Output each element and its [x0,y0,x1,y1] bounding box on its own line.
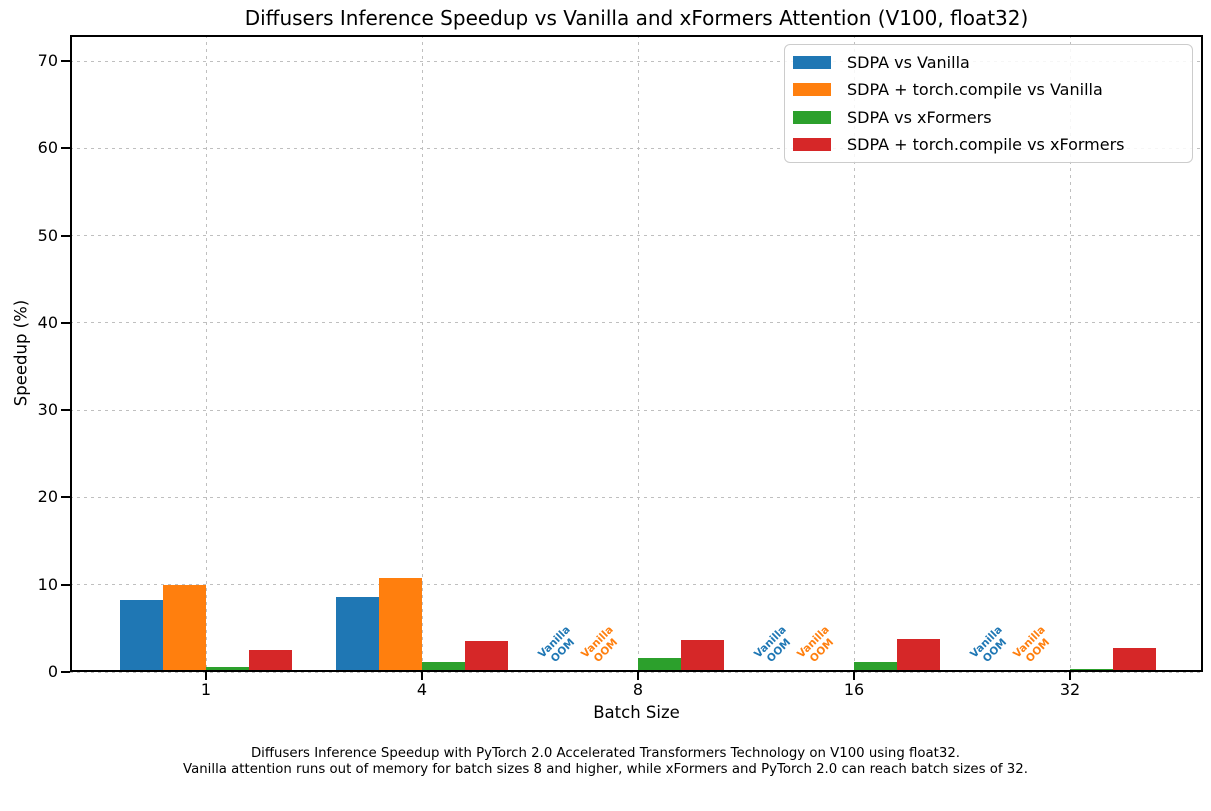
h-gridline [70,235,1203,237]
y-tick-label: 0 [47,662,58,681]
x-tick-label: 16 [843,680,865,699]
y-tick-mark [61,234,70,237]
legend-swatch [793,110,831,124]
y-tick-label: 10 [37,574,58,594]
h-gridline [70,671,1203,673]
v-gridline [637,35,639,672]
bar [638,658,681,672]
legend-item: SDPA + torch.compile vs Vanilla [793,80,1192,99]
y-tick-label: 60 [37,138,58,158]
y-tick-mark [61,671,70,673]
y-tick-mark [61,496,70,499]
bar [854,661,897,672]
y-tick-mark [61,409,70,412]
oom-annotation: Vanilla OOM [578,623,620,665]
x-axis-label: Batch Size [593,703,680,722]
bar [163,584,206,672]
oom-annotation: Vanilla OOM [1010,623,1052,665]
bar [681,639,724,672]
x-tick-mark [205,672,207,680]
legend-item: SDPA vs xFormers [793,108,1192,127]
legend: SDPA vs Vanilla SDPA + torch.compile vs V… [784,44,1193,163]
oom-annotation: Vanilla OOM [967,623,1009,665]
legend-swatch [793,56,831,70]
bar [1070,669,1113,672]
x-tick-label: 4 [416,680,428,699]
legend-swatch [793,137,831,151]
legend-label: SDPA vs xFormers [847,107,992,127]
bar [1113,648,1156,672]
v-gridline [853,35,855,672]
bar [206,666,249,672]
bar [422,662,465,672]
legend-item: SDPA + torch.compile vs xFormers [793,135,1192,154]
legend-label: SDPA vs Vanilla [847,53,970,73]
legend-label: SDPA + torch.compile vs xFormers [847,134,1125,154]
x-tick-label: 8 [632,680,644,699]
oom-annotation: Vanilla OOM [535,623,577,665]
chart-title: Diffusers Inference Speedup vs Vanilla a… [244,6,1029,30]
oom-annotation: Vanilla OOM [794,623,836,665]
y-tick-mark [61,147,70,150]
h-gridline [70,584,1203,586]
bar [379,577,422,672]
y-tick-label: 30 [37,400,58,420]
y-tick-label: 20 [37,487,58,507]
caption-line-1: Diffusers Inference Speedup with PyTorch… [250,746,961,761]
y-tick-mark [61,321,70,324]
caption-line-2: Vanilla attention runs out of memory for… [183,761,1028,777]
bar [249,650,292,672]
oom-annotation: Vanilla OOM [751,623,793,665]
v-gridline [421,35,423,672]
h-gridline [70,409,1203,411]
h-gridline [70,496,1203,498]
x-tick-label: 1 [200,680,212,699]
legend-label: SDPA + torch.compile vs Vanilla [847,80,1103,100]
bar [465,640,508,672]
y-tick-label: 70 [37,51,58,71]
h-gridline [70,147,1203,149]
v-gridline [205,35,207,672]
y-tick-mark [61,583,70,586]
x-tick-mark [1069,672,1071,680]
y-tick-mark [61,60,70,63]
y-tick-label: 40 [37,312,58,332]
bar [336,596,379,672]
h-gridline [70,322,1203,324]
x-tick-mark [637,672,639,680]
legend-item: SDPA vs Vanilla [793,53,1192,72]
x-tick-mark [421,672,423,680]
h-gridline [70,60,1203,62]
bar [897,638,940,672]
y-tick-label: 50 [37,225,58,245]
figure-caption: Diffusers Inference Speedup with PyTorch… [0,746,1211,777]
v-gridline [1069,35,1071,672]
x-tick-label: 32 [1059,680,1081,699]
bar [120,600,163,672]
x-tick-mark [853,672,855,680]
legend-swatch [793,83,831,97]
